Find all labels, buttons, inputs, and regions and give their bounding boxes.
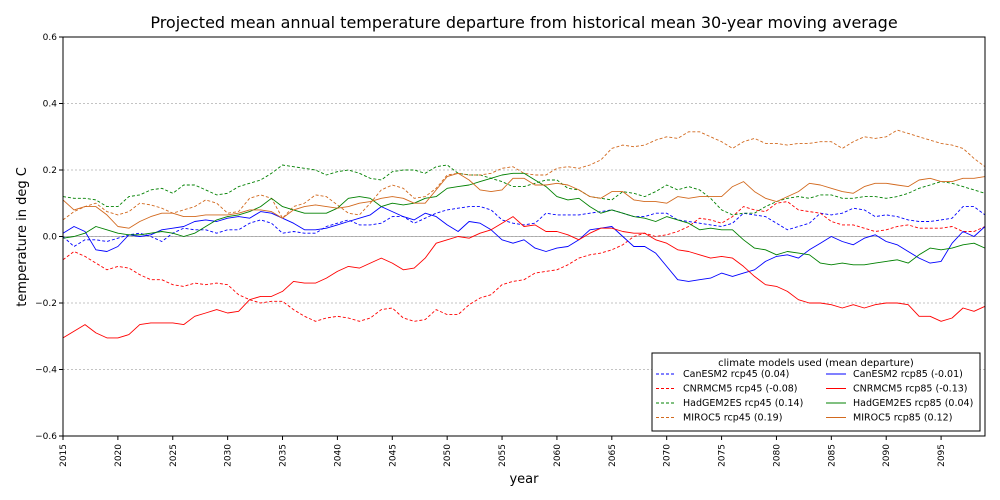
y-tick-label: 0.0 [43,233,58,243]
x-tick-label: 2095 [937,444,947,467]
series-line-canesm2-rcp85 [62,206,986,282]
series-line-miroc5-rcp45 [62,129,986,221]
x-tick-label: 2065 [608,444,618,467]
y-tick-label: −0.4 [35,366,57,376]
x-tick-label: 2055 [498,444,508,467]
x-tick-label: 2035 [279,444,289,467]
y-tick-label: −0.6 [35,432,57,442]
legend-label: HadGEM2ES rcp45 (0.14) [683,398,803,409]
legend-label: HadGEM2ES rcp85 (0.04) [853,398,973,409]
legend-label: CNRMCM5 rcp45 (-0.08) [683,384,797,395]
x-tick-label: 2085 [827,444,837,467]
series-line-hadgem2es-rcp45 [62,164,986,216]
legend-label: CanESM2 rcp45 (0.04) [683,369,789,380]
axis-ticks: −0.6 −0.4 −0.2 0.0 0.2 0.4 0.6 2015 2020 2025 2030… [35,33,947,467]
y-axis-label: temperature in deg C [15,167,30,307]
series-line-miroc5-rcp85 [62,172,986,229]
x-tick-label: 2020 [114,444,124,467]
x-tick-label: 2090 [882,444,892,467]
legend-label: CanESM2 rcp85 (-0.01) [853,369,963,380]
x-tick-label: 2075 [718,444,728,467]
x-tick-label: 2060 [553,444,563,467]
x-tick-label: 2070 [663,444,673,467]
series-line-hadgem2es-rcp85 [62,172,986,266]
series-line-cnrmcm5-rcp85 [62,216,986,339]
x-axis-label: year [509,472,539,487]
series-line-cnrmcm5-rcp45 [62,201,986,322]
y-tick-label: 0.4 [43,100,58,110]
y-tick-label: 0.2 [43,166,57,176]
legend-entries: CanESM2 rcp45 (0.04) CNRMCM5 rcp45 (-0.08… [656,369,973,424]
legend-label: MIROC5 rcp45 (0.19) [683,413,782,424]
legend-label: MIROC5 rcp85 (0.12) [853,413,952,424]
legend-title: climate models used (mean departure) [718,358,914,369]
x-tick-label: 2015 [59,444,69,467]
x-tick-label: 2030 [224,444,234,467]
legend: climate models used (mean departure) Can… [651,352,981,432]
chart-title: Projected mean annual temperature depart… [150,13,897,32]
x-tick-label: 2080 [772,444,782,467]
x-tick-label: 2025 [169,444,179,467]
x-tick-label: 2050 [443,444,453,467]
x-tick-label: 2040 [333,444,343,467]
legend-label: CNRMCM5 rcp85 (-0.13) [853,384,967,395]
y-tick-label: −0.2 [35,299,57,309]
series-line-canesm2-rcp45 [62,206,986,247]
series-lines [62,129,986,339]
x-tick-label: 2045 [388,444,398,467]
legend-box [651,352,981,432]
y-tick-label: 0.6 [43,33,58,43]
